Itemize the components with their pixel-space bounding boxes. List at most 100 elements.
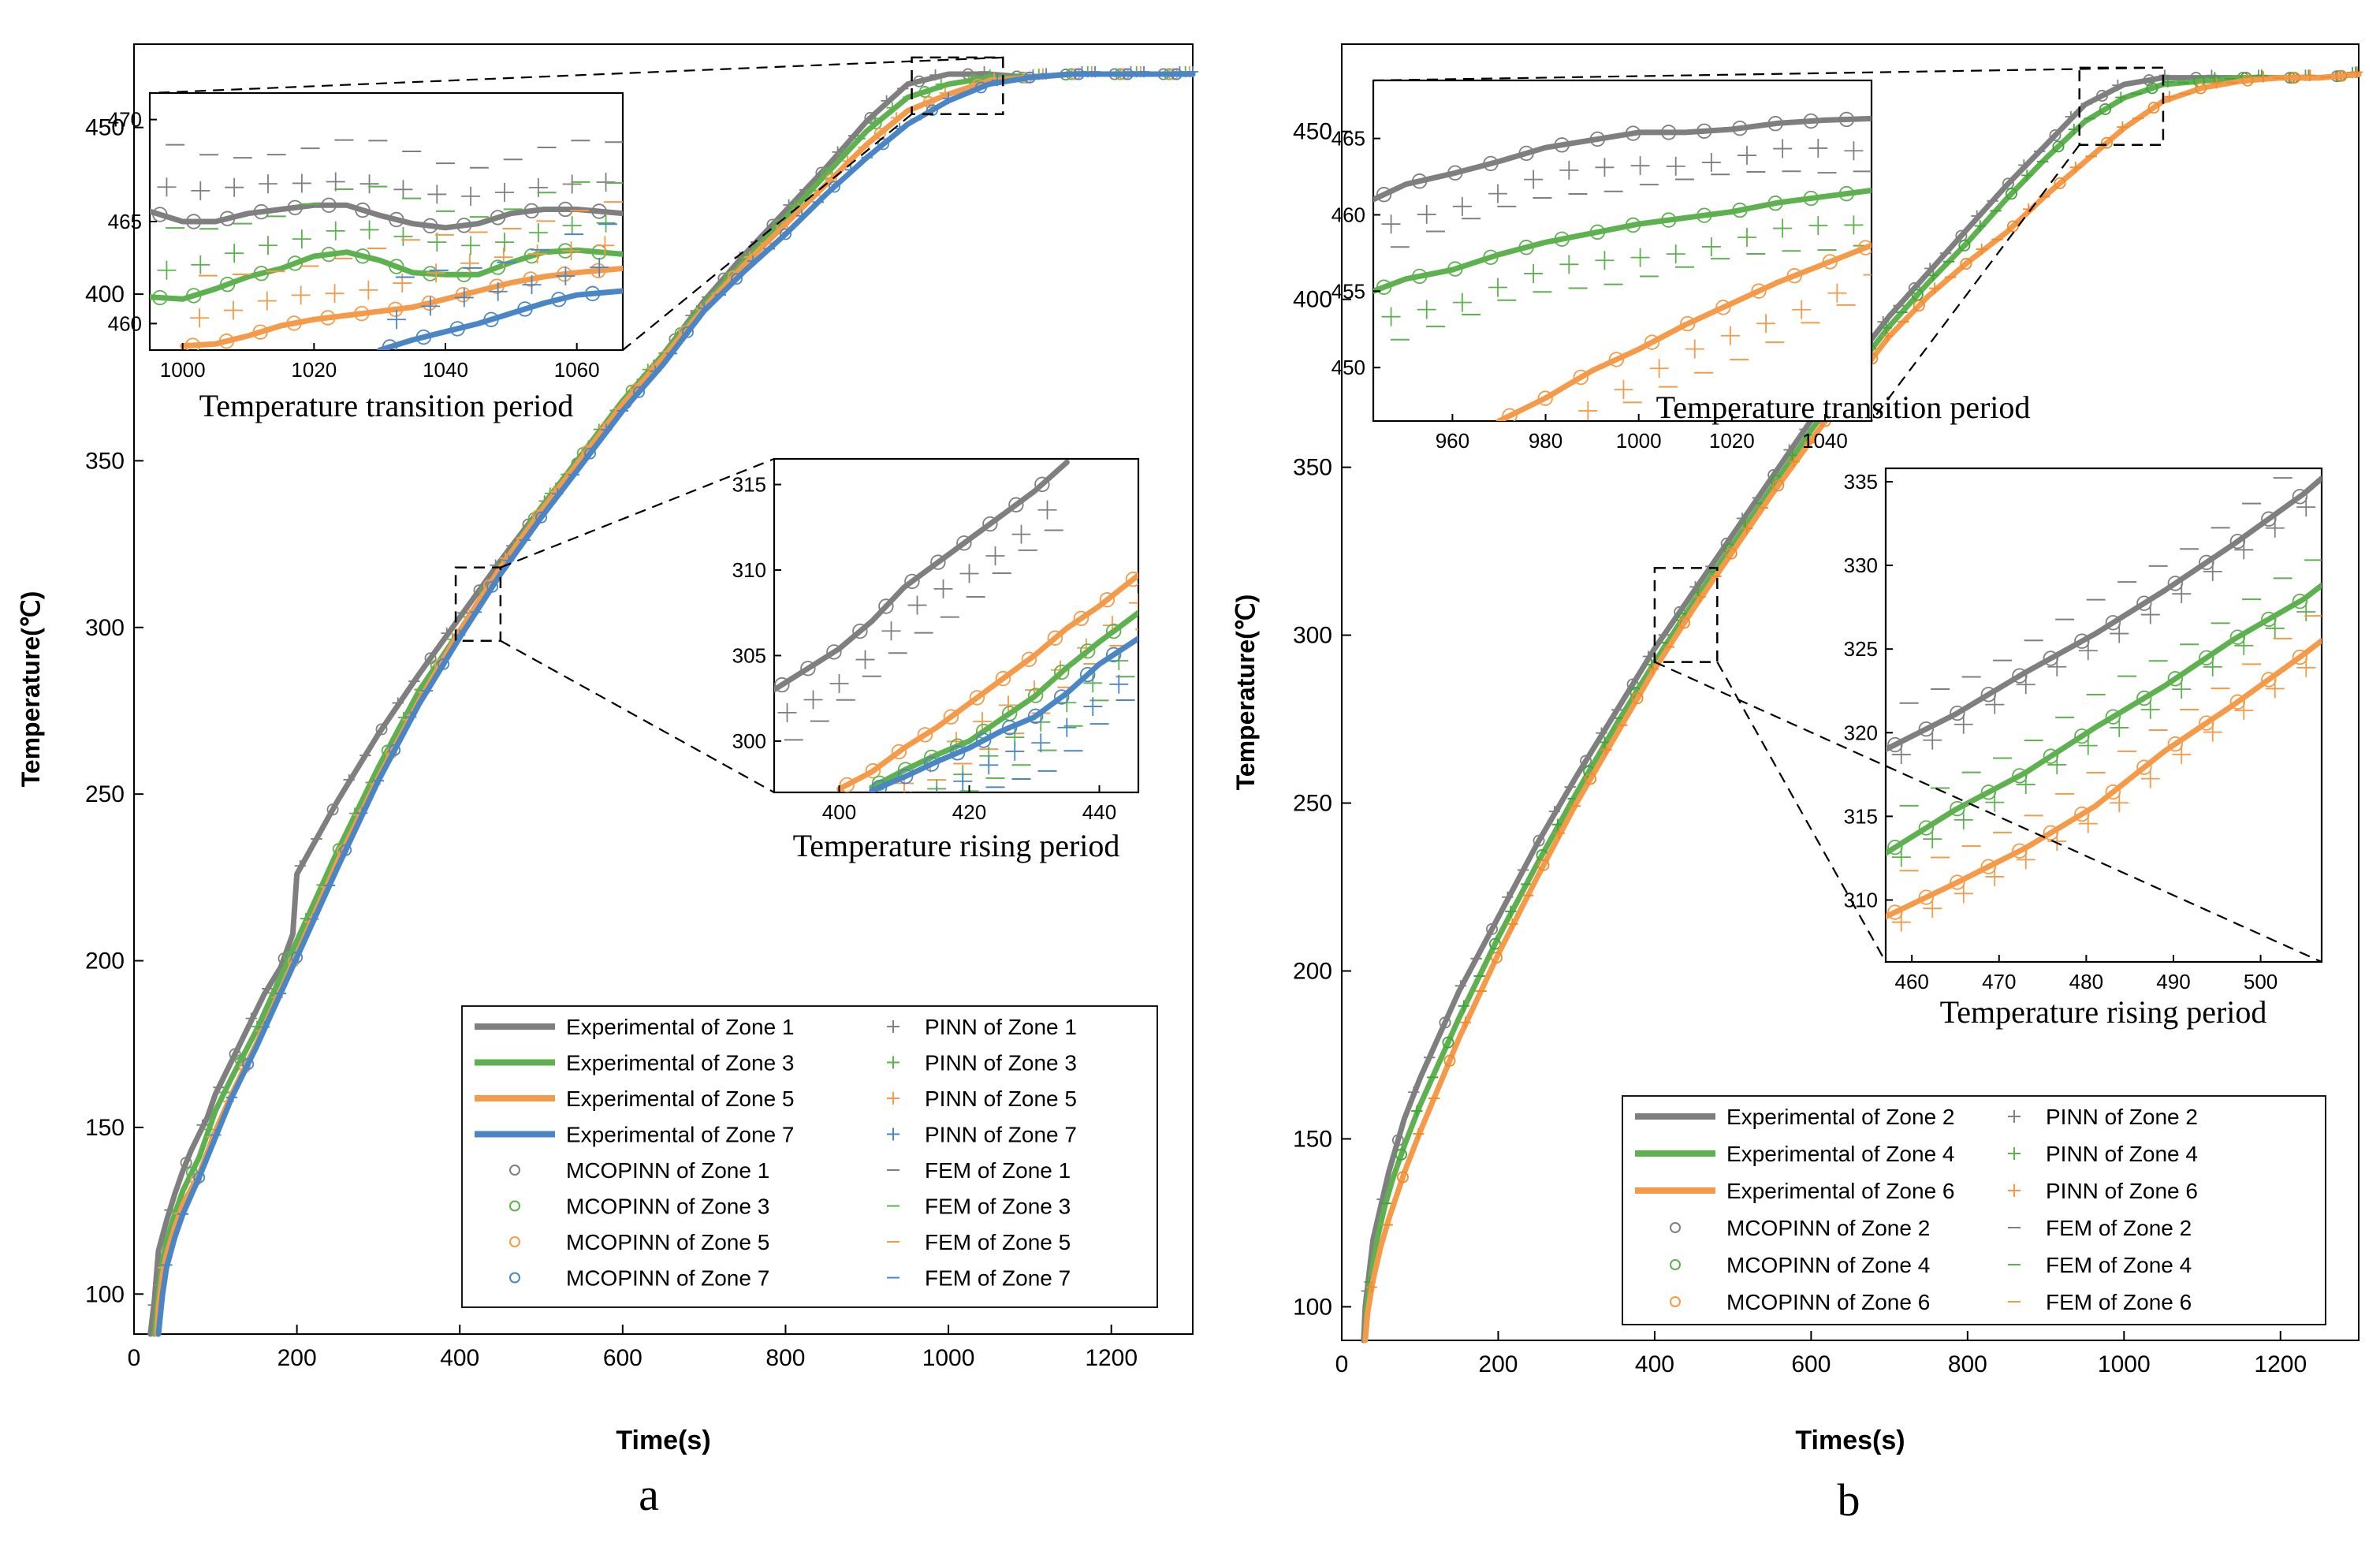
pinn-marker (460, 253, 479, 273)
x-tick-label: 1000 (2098, 1351, 2151, 1377)
pinn-marker (2140, 699, 2160, 719)
mcopinn-marker (218, 334, 235, 349)
inset-y-tick-label: 450 (1332, 356, 1365, 379)
mcopinn-marker (1680, 315, 1696, 332)
x-tick-label: 0 (128, 1345, 141, 1371)
zoom-connector (1716, 662, 1886, 963)
pinn-marker (420, 296, 440, 316)
pinn-marker (881, 621, 901, 641)
legend-item: MCOPINN of Zone 4 (1670, 1253, 1930, 1277)
series-marker (1924, 263, 1936, 274)
inset-curve-zone-5 (180, 201, 623, 350)
pinn-marker (2047, 755, 2067, 774)
legend-item: MCOPINN of Zone 6 (1670, 1290, 1930, 1314)
mcopinn-marker (321, 246, 337, 263)
series-marker (1186, 65, 1199, 78)
mcopinn-marker (2199, 554, 2214, 571)
pinn-marker (291, 285, 311, 305)
series-marker (890, 112, 903, 124)
legend-label: FEM of Zone 6 (2046, 1290, 2192, 1314)
pinn-marker (1005, 741, 1025, 761)
series-marker (1694, 591, 1706, 603)
series-marker (2241, 74, 2254, 87)
series-marker (180, 1157, 192, 1169)
x-tick-label: 800 (1948, 1351, 1987, 1377)
inset-x-tick-label: 420 (952, 800, 986, 824)
mcopinn-marker (871, 779, 888, 792)
pinn-marker (777, 703, 797, 722)
inset-curve-zone-2 (1886, 475, 2322, 765)
inset-y-tick-label: 460 (108, 311, 142, 335)
x-tick-label: 200 (277, 1345, 317, 1371)
legend-item: PINN of Zone 4 (2008, 1142, 2198, 1166)
pinn-marker (1666, 156, 1685, 176)
pinn-marker (2265, 618, 2285, 638)
mcopinn-marker (389, 211, 404, 228)
series-marker (918, 86, 931, 99)
series-marker (1580, 755, 1592, 767)
mcopinn-marker (1887, 736, 1903, 753)
pinn-marker (325, 284, 345, 304)
series-marker (2117, 121, 2129, 133)
series-marker (1908, 282, 1920, 295)
series-marker (991, 74, 1004, 87)
pinn-marker (1417, 204, 1436, 224)
mcopinn-marker (421, 295, 438, 311)
mcopinn-marker (891, 744, 907, 760)
mcopinn-marker (483, 311, 499, 327)
y-axis-label: Temperature(℃) (17, 591, 45, 788)
series-marker (926, 104, 938, 117)
inset-y-tick-label: 320 (1844, 721, 1878, 744)
pinn-marker (1630, 248, 1650, 267)
zoom-connector (500, 457, 775, 568)
series-marker (1040, 68, 1052, 80)
pinn-marker (393, 226, 413, 246)
series-marker (1551, 818, 1564, 830)
series-marker (1927, 270, 1939, 281)
legend-swatch-circle (509, 1272, 520, 1284)
inset-x-tick-label: 1060 (554, 358, 600, 382)
inset-curve-zone-6 (1496, 240, 1872, 421)
pinn-marker (1685, 339, 1704, 359)
pinn-marker (1701, 153, 1721, 173)
series-marker (828, 181, 840, 193)
inset-x-tick-label: 1040 (423, 358, 468, 382)
pinn-marker (2234, 635, 2254, 655)
series-marker (2005, 188, 2017, 200)
legend-label: FEM of Zone 4 (2046, 1253, 2192, 1277)
mcopinn-marker (2229, 694, 2246, 710)
series-marker (2099, 102, 2111, 115)
mcopinn-marker (1625, 217, 1641, 233)
pinn-marker (829, 674, 849, 694)
inset-curve-zone-7 (377, 223, 623, 350)
series-marker (600, 423, 613, 436)
mcopinn-marker (1838, 111, 1855, 128)
pinn-marker (359, 174, 379, 194)
mcopinn-marker (2136, 759, 2152, 775)
legend-item: PINN of Zone 6 (2008, 1179, 2198, 1203)
pinn-marker (2234, 540, 2254, 560)
series-marker (242, 1058, 255, 1071)
series-marker (202, 1124, 214, 1135)
mcopinn-marker (449, 321, 465, 337)
inset-0: 960 980 1000 1020 1040 450 455 460 465 Temperatur… (1332, 79, 2030, 453)
series-marker (873, 127, 886, 140)
mcopinn-marker (852, 623, 868, 639)
inset-x-tick-label: 480 (2069, 970, 2103, 993)
zoom-connector (500, 639, 775, 793)
mcopinn-marker (774, 676, 790, 693)
mcopinn-marker (2136, 595, 2152, 611)
mcopinn-marker (253, 266, 270, 281)
inset-y-tick-label: 470 (108, 108, 142, 132)
series-marker (245, 1012, 257, 1024)
series-marker (1391, 1134, 1404, 1146)
pinn-marker (157, 260, 177, 280)
pinn-marker (326, 221, 345, 240)
mcopinn-marker (1411, 268, 1428, 285)
series-marker (1631, 692, 1644, 705)
pinn-marker (292, 229, 311, 249)
mcopinn-marker (2074, 728, 2090, 744)
legend-label: MCOPINN of Zone 3 (566, 1195, 769, 1219)
mcopinn-marker (1803, 113, 1819, 129)
legend-label: FEM of Zone 5 (925, 1230, 1071, 1254)
